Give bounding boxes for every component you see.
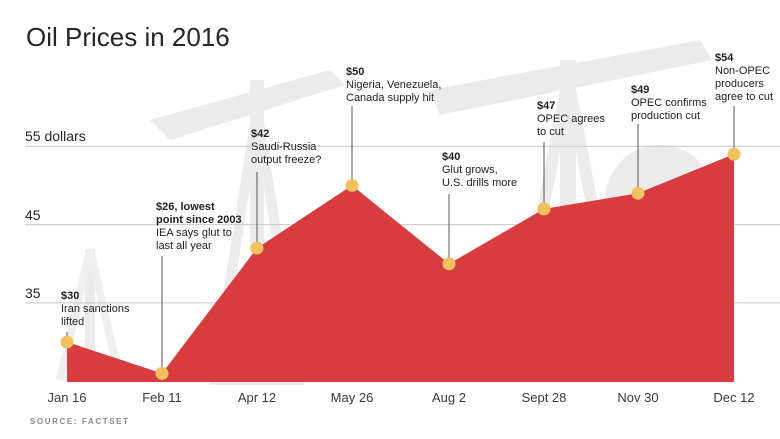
chart-title: Oil Prices in 2016 [26,22,230,52]
y-tick-label: 55 dollars [25,128,86,145]
annotation-apr-12: $42 Saudi-Russia output freeze? [251,128,321,167]
x-tick-label: Sept 28 [521,390,567,405]
annotation-jan-16: $30 Iran sanctions lifted [61,290,129,329]
annotation-description: to cut [537,126,564,138]
annotation-description: Saudi-Russia [251,141,317,153]
annotation-price: $50 [346,66,365,78]
annotation-price: $47 [537,100,556,112]
annotation-description: last all year [156,240,212,252]
data-point-apr-12 [250,241,264,255]
x-tick-label: Dec 12 [713,390,755,405]
annotation-sept-28: $47 OPEC agrees to cut [537,100,605,139]
annotation-description: OPEC agrees [537,113,605,125]
annotation-description: OPEC confirms [631,97,707,109]
annotation-price: $40 [442,151,461,163]
annotation-feb-11: $26, lowest point since 2003 IEA says glut… [156,201,242,253]
price-area-series [67,154,734,382]
annotation-price: $26, lowest [156,201,215,213]
annotation-aug-2: $40 Glut grows, U.S. drills more [442,151,517,190]
annotation-price: $54 [715,52,734,64]
annotation-nov-30: $49 OPEC confirms production cut [631,84,707,123]
annotation-bold-text: point since 2003 [156,214,242,226]
annotation-price: $42 [251,128,270,140]
data-point-jan-16 [60,335,74,349]
annotation-description: production cut [631,110,701,122]
data-point-aug-2 [442,257,456,271]
annotation-description: IEA says glut to [156,227,232,239]
data-point-sept-28 [537,202,551,216]
source-credit: SOURCE: FACTSET [30,417,130,426]
data-point-feb-11 [155,366,169,380]
annotation-description: Glut grows, [442,164,498,176]
annotation-description: Canada supply hit [346,92,435,104]
annotation-description: Iran sanctions [61,303,130,315]
annotation-description: Non-OPEC [715,65,771,77]
data-point-dec-12 [727,147,741,161]
annotation-price: $30 [61,290,80,302]
data-point-nov-30 [631,186,645,200]
x-tick-label: Nov 30 [617,390,659,405]
annotation-price: $49 [631,84,650,96]
annotation-may-26: $50 Nigeria, Venezuela, Canada supply hit [346,66,441,105]
x-tick-label: Feb 11 [142,390,182,405]
data-point-may-26 [345,178,359,192]
annotation-description: output freeze? [251,154,322,166]
annotation-description: Nigeria, Venezuela, [346,79,442,91]
annotation-description: producers [715,78,764,90]
annotation-description: U.S. drills more [442,177,518,189]
y-tick-label: 45 [25,206,41,223]
annotation-dec-12: $54 Non-OPEC producers agree to cut [715,52,773,104]
x-tick-label: Aug 2 [432,390,466,405]
annotation-description: agree to cut [715,91,774,103]
x-tick-label: May 26 [330,390,374,405]
x-tick-label: Apr 12 [237,390,277,405]
annotation-description: lifted [61,316,85,328]
y-tick-label: 35 [25,284,41,301]
x-tick-label: Jan 16 [47,390,87,405]
